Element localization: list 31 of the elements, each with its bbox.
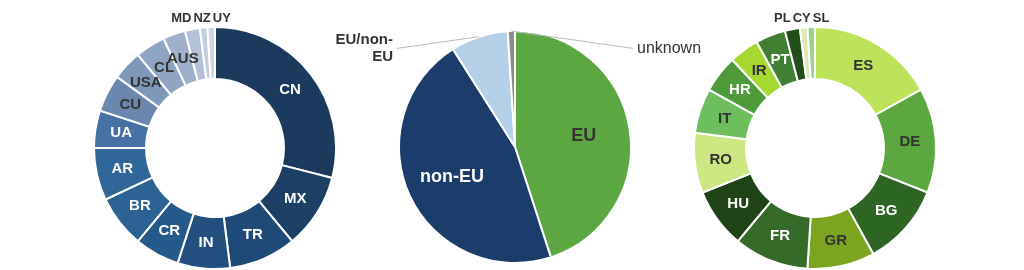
slice-label: non-EU bbox=[420, 165, 485, 186]
slice-label: MX bbox=[283, 189, 307, 207]
slice-label: GR bbox=[824, 230, 848, 248]
slice-label: ES bbox=[853, 56, 874, 74]
slice-label: IR bbox=[751, 61, 767, 79]
slice-label: EU bbox=[571, 125, 597, 146]
slice-label: PL bbox=[774, 9, 791, 25]
slice-label: IT bbox=[717, 108, 732, 126]
slice-label: CR bbox=[158, 221, 181, 239]
slice-label: CY bbox=[792, 9, 812, 25]
slice-label: NZ bbox=[193, 9, 211, 25]
slice-label: CN bbox=[279, 79, 301, 97]
slice-label: HU bbox=[727, 193, 749, 211]
slice-label: HR bbox=[729, 79, 751, 97]
slice-label: TR bbox=[242, 225, 263, 243]
slice-label: BR bbox=[129, 196, 151, 214]
slice-label: SL bbox=[812, 9, 830, 25]
slice-label: PT bbox=[770, 49, 790, 67]
slice-label: CU bbox=[119, 95, 142, 113]
slice-label: RO bbox=[709, 150, 733, 168]
slice-label: MD bbox=[171, 9, 192, 25]
slice-label: UA bbox=[110, 123, 133, 141]
slice-label: EU/non-EU bbox=[335, 30, 393, 65]
slice-label: unknown bbox=[637, 38, 702, 56]
slice-label: AR bbox=[111, 158, 134, 176]
slice-label: DE bbox=[899, 132, 921, 150]
slice-label: IN bbox=[198, 232, 214, 250]
slice-label: UY bbox=[212, 9, 232, 25]
slice-label: BG bbox=[875, 200, 898, 218]
slice-label: FR bbox=[770, 226, 791, 244]
slice-label: USA bbox=[129, 73, 162, 91]
